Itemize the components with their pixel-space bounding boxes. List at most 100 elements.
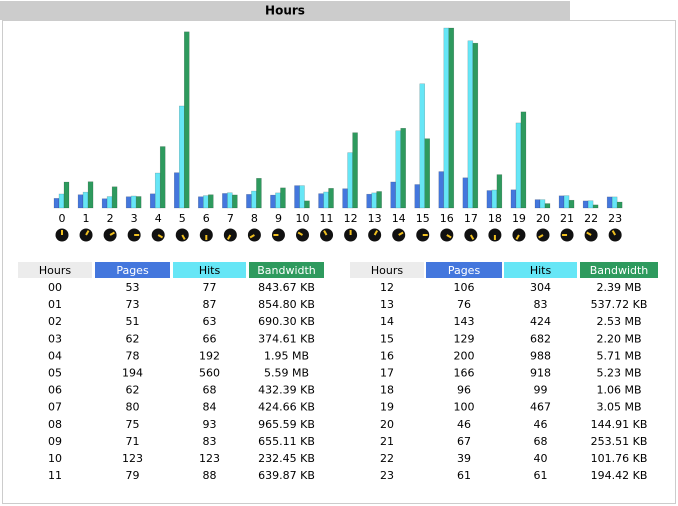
x-tick-label: 12	[344, 212, 358, 225]
bar	[467, 40, 474, 209]
table-cell: 143	[454, 315, 475, 328]
bar	[366, 193, 372, 209]
column-header: Hours	[371, 264, 403, 277]
bar	[82, 191, 89, 209]
table-cell: 77	[203, 281, 217, 294]
clock-hand	[85, 230, 90, 236]
column-header: Hits	[199, 264, 221, 277]
table-cell: 682	[530, 332, 551, 345]
column-header: Pages	[116, 264, 149, 277]
table-cell: 15	[380, 332, 394, 345]
clock-hand	[469, 234, 475, 240]
table-cell: 08	[48, 418, 62, 431]
table-cell: 166	[454, 367, 475, 380]
bar	[184, 31, 190, 209]
table-cell: 639.87 KB	[258, 469, 315, 482]
bar	[208, 194, 214, 209]
table-cell: 71	[126, 435, 140, 448]
bar	[203, 195, 209, 209]
table-cell: 73	[126, 298, 140, 311]
bar	[438, 171, 445, 209]
bar	[246, 194, 252, 209]
table-cell: 78	[126, 349, 140, 362]
x-tick-label: 22	[584, 212, 598, 225]
table-cell: 13	[380, 298, 394, 311]
bar	[472, 42, 479, 209]
bar	[616, 201, 623, 209]
table-cell: 17	[380, 367, 394, 380]
bar	[462, 177, 469, 209]
bar	[63, 181, 70, 209]
bar	[539, 199, 546, 209]
header-cell	[350, 262, 424, 278]
table-cell: 101.76 KB	[591, 452, 648, 465]
bar	[299, 185, 305, 209]
table-cell: 5.23 MB	[596, 367, 641, 380]
clock-hand	[611, 230, 617, 236]
table-cell: 560	[199, 367, 220, 380]
table-cell: 51	[126, 315, 140, 328]
table-cell: 53	[126, 281, 140, 294]
table-cell: 00	[48, 281, 62, 294]
table-cell: 46	[534, 418, 548, 431]
bar	[342, 188, 348, 209]
x-tick-label: 4	[155, 212, 162, 225]
table-cell: 46	[457, 418, 471, 431]
table-cell: 88	[203, 469, 217, 482]
bar	[352, 132, 358, 209]
table-cell: 655.11 KB	[258, 435, 315, 448]
bar	[154, 172, 161, 209]
x-tick-label: 8	[251, 212, 258, 225]
x-tick-label: 23	[608, 212, 622, 225]
x-tick-label: 17	[464, 212, 478, 225]
table-cell: 106	[454, 281, 475, 294]
table-cell: 96	[457, 384, 471, 397]
header-cell	[249, 262, 324, 278]
header-cell	[95, 262, 170, 278]
table-cell: 2.53 MB	[596, 315, 641, 328]
bar	[304, 200, 310, 209]
bar	[606, 196, 613, 209]
table-cell: 09	[48, 435, 62, 448]
bar	[106, 196, 113, 209]
bar	[515, 122, 522, 209]
x-tick-label: 2	[107, 212, 114, 225]
header-cell	[580, 262, 658, 278]
table-cell: 62	[126, 332, 140, 345]
table-cell: 68	[534, 435, 548, 448]
bar	[587, 200, 594, 209]
x-tick-label: 19	[512, 212, 526, 225]
table-cell: 63	[203, 315, 217, 328]
table-cell: 76	[457, 298, 471, 311]
table-cell: 5.71 MB	[596, 349, 641, 362]
table-cell: 467	[530, 401, 551, 414]
bar	[77, 194, 84, 209]
clock-hand	[181, 234, 186, 240]
table-cell: 67	[457, 435, 471, 448]
bar	[491, 189, 498, 209]
table-cell: 3.05 MB	[596, 401, 641, 414]
bar	[87, 181, 94, 209]
table-cell: 23	[380, 469, 394, 482]
bar	[280, 187, 286, 209]
table-cell: 965.59 KB	[258, 418, 315, 431]
bar	[294, 185, 300, 209]
bar	[111, 186, 118, 209]
x-tick-label: 6	[203, 212, 210, 225]
bar	[347, 152, 353, 209]
table-cell: 05	[48, 367, 62, 380]
table-cell: 68	[203, 384, 217, 397]
bar	[323, 191, 329, 209]
header-cell	[426, 262, 502, 278]
table-cell: 62	[126, 384, 140, 397]
x-tick-label: 11	[320, 212, 334, 225]
table-cell: 83	[203, 435, 217, 448]
clock-hand	[323, 230, 328, 236]
table-cell: 07	[48, 401, 62, 414]
table-cell: 80	[126, 401, 140, 414]
clock-hand	[109, 231, 115, 236]
table-cell: 03	[48, 332, 62, 345]
bar	[174, 172, 180, 209]
